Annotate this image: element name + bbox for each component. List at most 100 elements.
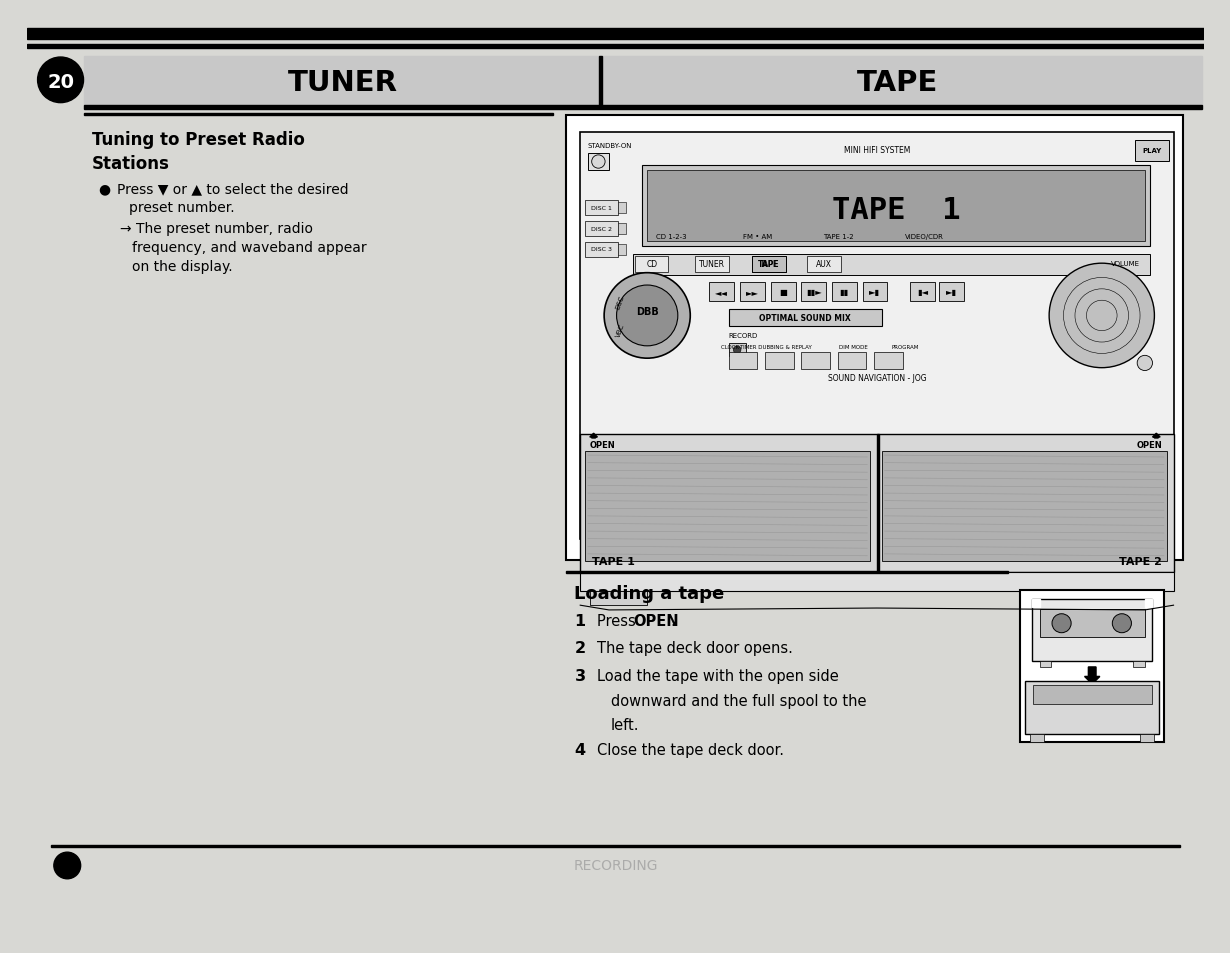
Text: RECORDING: RECORDING (573, 859, 658, 873)
Text: → The preset number, radio: → The preset number, radio (119, 222, 312, 236)
Bar (585, 452, 870, 561)
Text: OPTIMAL SOUND MIX: OPTIMAL SOUND MIX (759, 314, 851, 322)
Text: DISC 2: DISC 2 (590, 226, 611, 232)
Text: DISC 1: DISC 1 (590, 206, 611, 211)
Text: ►▮: ►▮ (870, 288, 881, 297)
Text: TUNER: TUNER (288, 69, 397, 96)
Text: RECORD: RECORD (728, 333, 758, 338)
Bar (619, 245, 626, 255)
Bar (1140, 735, 1155, 742)
Bar (85, 57, 1202, 107)
Circle shape (616, 286, 678, 347)
FancyArrow shape (1153, 434, 1160, 438)
Bar (838, 353, 866, 369)
Bar (85, 107, 1202, 110)
Text: Load the tape with the open side: Load the tape with the open side (598, 668, 839, 683)
Bar (633, 254, 1150, 275)
Text: ◄◄: ◄◄ (716, 288, 728, 297)
Bar (831, 283, 857, 302)
Bar (1021, 590, 1164, 742)
Circle shape (38, 58, 84, 104)
Bar (875, 353, 903, 369)
Text: CD: CD (647, 259, 658, 269)
Circle shape (592, 155, 605, 169)
Bar (753, 256, 786, 273)
Circle shape (1112, 614, 1132, 633)
Text: Close the tape deck door.: Close the tape deck door. (598, 742, 785, 758)
Text: STANDBY-ON: STANDBY-ON (588, 142, 632, 149)
Bar (877, 435, 878, 573)
Text: DSC: DSC (615, 294, 626, 310)
Text: ▮◄: ▮◄ (918, 288, 929, 297)
Bar (771, 283, 796, 302)
Bar (1033, 685, 1151, 704)
Text: TUNER: TUNER (700, 259, 726, 269)
Text: on the display.: on the display. (133, 260, 232, 274)
Bar (581, 435, 1173, 573)
Bar (581, 573, 1173, 591)
Bar (588, 153, 609, 171)
Text: TAPE: TAPE (758, 259, 780, 269)
Bar (1039, 661, 1052, 667)
Circle shape (1138, 356, 1153, 371)
Text: SOUND NAVIGATION - JOG: SOUND NAVIGATION - JOG (828, 374, 926, 382)
Text: OPEN: OPEN (1137, 440, 1162, 450)
Bar (585, 222, 619, 236)
Text: MINI HIFI SYSTEM: MINI HIFI SYSTEM (844, 146, 910, 155)
Bar (862, 283, 887, 302)
Text: VIDEO/CDR: VIDEO/CDR (905, 234, 945, 240)
Text: preset number.: preset number. (128, 201, 234, 215)
Text: Stations: Stations (92, 154, 170, 172)
Bar (27, 45, 1204, 50)
Text: OPEN: OPEN (589, 440, 615, 450)
Bar (642, 166, 1150, 247)
Text: left.: left. (611, 718, 640, 733)
Bar (1133, 661, 1145, 667)
Bar (599, 57, 603, 110)
Text: PLAY: PLAY (1143, 148, 1162, 154)
Text: ►▮: ►▮ (946, 288, 957, 297)
Text: TAPE 1-2: TAPE 1-2 (823, 234, 854, 240)
FancyArrow shape (589, 434, 598, 438)
Text: FM • AM: FM • AM (743, 234, 772, 240)
Circle shape (1049, 264, 1155, 368)
Text: TAPE  1: TAPE 1 (831, 196, 961, 225)
Text: The tape deck door opens.: The tape deck door opens. (598, 640, 793, 656)
Bar (1032, 599, 1039, 607)
Text: 3: 3 (574, 668, 585, 683)
Bar (1030, 735, 1044, 742)
Text: ►►: ►► (745, 288, 759, 297)
Text: frequency, and waveband appear: frequency, and waveband appear (133, 241, 367, 255)
Bar (695, 256, 728, 273)
Text: downward and the full spool to the: downward and the full spool to the (611, 693, 866, 708)
Bar (585, 201, 619, 215)
Text: 1: 1 (574, 613, 585, 628)
Bar (1026, 681, 1159, 735)
Text: PROGRAM: PROGRAM (892, 344, 919, 350)
Bar (1107, 591, 1164, 605)
Bar (585, 243, 619, 257)
Bar (801, 353, 830, 369)
Bar (27, 29, 1204, 40)
Bar (801, 283, 827, 302)
Text: Press ▼ or ▲ to select the desired: Press ▼ or ▲ to select the desired (117, 182, 348, 196)
Text: TAPE 1: TAPE 1 (592, 557, 635, 566)
Text: TAPE 2: TAPE 2 (1119, 557, 1162, 566)
Bar (566, 572, 1009, 574)
Text: DISC 3: DISC 3 (590, 247, 611, 253)
Text: CLOCK-TIMER DUBBING & REPLAY: CLOCK-TIMER DUBBING & REPLAY (722, 344, 812, 350)
Text: TAPE: TAPE (760, 259, 779, 269)
Bar (728, 353, 758, 369)
Bar (619, 203, 626, 213)
Bar (1145, 599, 1153, 607)
Bar (581, 132, 1173, 539)
Circle shape (604, 274, 690, 358)
Text: AUX: AUX (817, 259, 833, 269)
Text: VOLUME: VOLUME (1111, 261, 1140, 267)
Text: DIM MODE: DIM MODE (839, 344, 867, 350)
Bar (647, 171, 1145, 242)
Bar (619, 224, 626, 234)
Text: CD 1-2-3: CD 1-2-3 (656, 234, 686, 240)
Circle shape (1052, 614, 1071, 633)
Text: 2: 2 (574, 640, 585, 656)
